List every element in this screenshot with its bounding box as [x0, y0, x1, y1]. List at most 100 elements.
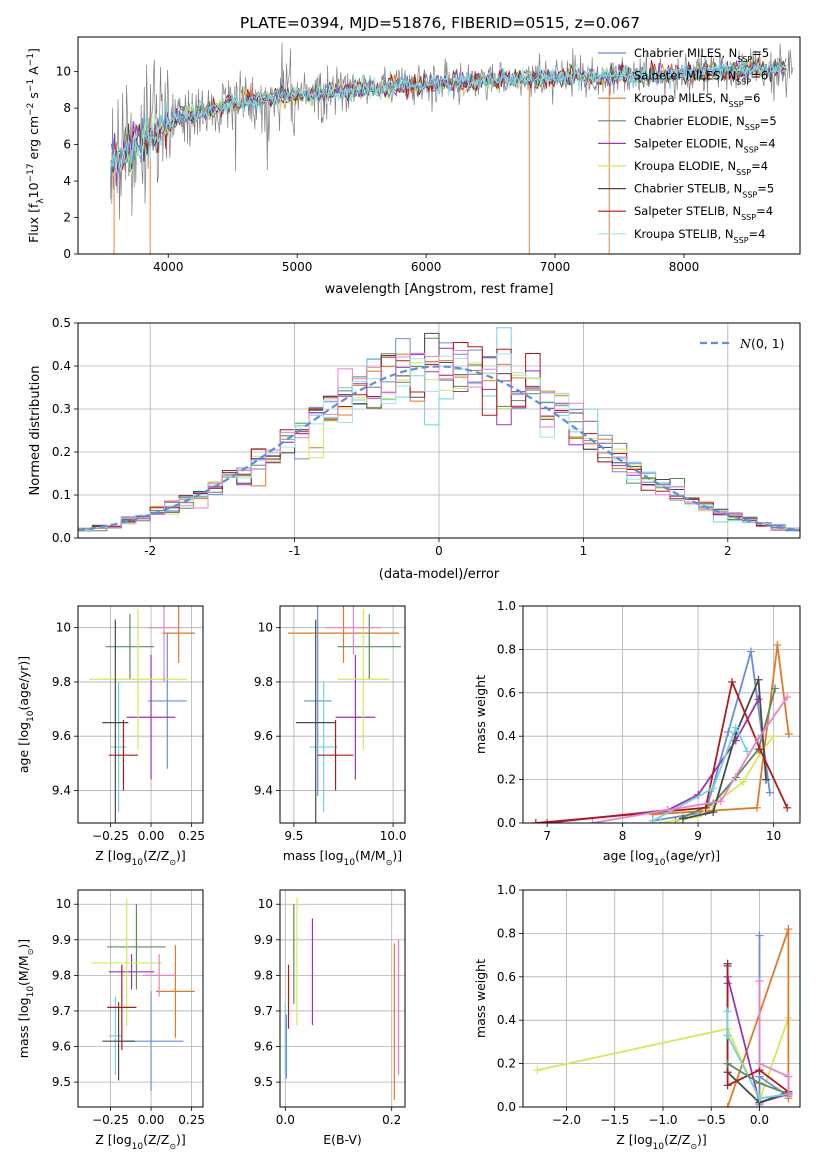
y-axis-label-part: Flux [f: [26, 203, 41, 243]
y-tick-label: 0.6: [497, 970, 516, 984]
x-axis-label-end: )]: [392, 848, 402, 863]
residual-panel: -2 -1 0 1 2 0.0 0.1 0.2 0.3 0.4 0.5 Normed distribu…: [28, 316, 801, 582]
y-tick-label: 0.0: [497, 816, 516, 830]
legend-label-main: Kroupa MILES, N: [634, 91, 729, 105]
y-axis-label-main: mass [log: [16, 997, 31, 1058]
legend-label-sub: SSP: [745, 122, 760, 131]
x-axis-label: mass [log10(M/M⊙)]: [283, 848, 402, 868]
plot-area: [287, 606, 402, 823]
x-tick-label: 1: [580, 544, 588, 558]
y-tick-label: 0.2: [497, 1057, 516, 1071]
legend-label-main: Salpeter ELODIE, N: [634, 136, 744, 150]
weight-line-pink: [758, 981, 790, 1094]
weight-marker: [783, 803, 792, 812]
y-tick-label: 0.5: [52, 316, 71, 330]
legend-label-main: Kroupa ELODIE, N: [634, 159, 736, 173]
y-tick-label: 0.3: [52, 402, 71, 416]
weight-marker: [716, 797, 725, 806]
x-axis-label-sub: 10: [132, 1142, 144, 1152]
x-tick-label: −0.25: [92, 829, 129, 843]
plot-area: [78, 327, 800, 534]
weight-marker: [755, 1059, 764, 1068]
y-tick-label: 9.7: [52, 1004, 71, 1018]
x-tick-label: −0.25: [92, 1113, 129, 1127]
x-axis-label: Z [log10(Z/Z⊙)]: [95, 848, 186, 868]
weight-line-salpeter_elodie: [726, 976, 789, 1104]
x-axis-label-end: )]: [697, 1132, 707, 1147]
x-tick-label: 0.00: [138, 829, 165, 843]
sun-symbol: ⊙: [690, 1142, 697, 1151]
x-axis-label-main: Z [log: [95, 848, 131, 863]
x-axis-label: Z [log10(Z/Z⊙)]: [95, 1132, 186, 1152]
weight-line-kroupa_elodie: [537, 1017, 790, 1103]
y-tick-label: 0.2: [497, 773, 516, 787]
weight-marker: [784, 1089, 793, 1098]
legend-label: Chabrier STELIB, NSSP=5: [634, 182, 774, 200]
plot-area: [89, 606, 195, 823]
legend-label-main: Salpeter STELIB, N: [634, 204, 741, 218]
weight-marker: [769, 732, 778, 741]
y-axis-label-part: −1: [26, 53, 36, 66]
legend-label-main: Kroupa STELIB, N: [634, 227, 734, 241]
x-tick-label: 0: [435, 544, 443, 558]
y-tick-label: 0.4: [52, 359, 71, 373]
x-tick-label: 9.5: [284, 829, 303, 843]
y-axis-label-part: −1: [26, 79, 36, 92]
legend-label-main: Chabrier ELODIE, N: [634, 114, 745, 128]
normal-curve: [78, 365, 800, 532]
weight-marker: [752, 803, 761, 812]
legend-label-sub: SSP: [734, 235, 749, 244]
y-axis-label: age [log10(age/yr)]: [16, 656, 36, 773]
weight-marker: [723, 1007, 732, 1016]
y-axis-label-sub: 10: [26, 710, 36, 722]
legend-label-sub: SSP: [742, 190, 757, 199]
y-axis-label-end: )]: [16, 939, 31, 949]
y-tick-label: 0.6: [497, 686, 516, 700]
weight-marker: [784, 925, 793, 934]
y-axis-label-sub: 10: [26, 986, 36, 998]
y-tick-label: 2: [63, 211, 71, 225]
legend-label-main: Chabrier MILES, N: [634, 46, 737, 60]
legend-label: Kroupa MILES, NSSP=6: [634, 91, 760, 109]
weight-marker: [754, 675, 763, 684]
y-axis-label-part: λ: [36, 198, 46, 204]
weight-marker: [755, 977, 764, 986]
x-tick-label: 7: [543, 829, 551, 843]
y-tick-label: 9.5: [254, 1075, 273, 1089]
legend-label: N(0, 1): [739, 336, 785, 351]
weight-marker: [783, 693, 792, 702]
y-tick-label: 10: [56, 621, 71, 635]
x-tick-label: 4000: [153, 260, 184, 274]
x-axis-label: Z [log10(Z/Z⊙)]: [616, 1132, 707, 1152]
y-axis-label-part: −17: [26, 163, 36, 182]
legend-label-main: Chabrier STELIB, N: [634, 182, 742, 196]
weight-marker: [784, 1072, 793, 1081]
legend-label-tail: (0, 1): [751, 336, 785, 351]
weight-marker: [755, 1094, 764, 1103]
legend-label: Salpeter MILES, NSSP=6: [634, 69, 768, 87]
weight-marker: [723, 1059, 732, 1068]
legend-label: Kroupa ELODIE, NSSP=4: [634, 159, 768, 177]
y-tick-label: 9.6: [52, 729, 71, 743]
weight-marker: [755, 931, 764, 940]
x-axis-label-end: )]: [176, 1132, 186, 1147]
weight-marker: [762, 775, 771, 784]
x-tick-label: 2: [724, 544, 732, 558]
x-axis-label-main: Z [log: [616, 1132, 652, 1147]
y-tick-label: 9.8: [52, 968, 71, 982]
y-tick-label: 0.8: [497, 642, 516, 656]
y-tick-label: 8: [63, 101, 71, 115]
weight-marker: [588, 819, 597, 823]
y-tick-label: 9.6: [52, 1040, 71, 1054]
weight-marker: [755, 1079, 764, 1088]
x-tick-label: 0.25: [178, 829, 205, 843]
y-tick-label: 9.4: [254, 783, 273, 797]
sun-symbol: ⊙: [169, 858, 176, 867]
y-axis-label-part: A: [26, 66, 41, 79]
legend-label-tail: =5: [752, 46, 769, 60]
legend-label: Salpeter ELODIE, NSSP=4: [634, 136, 776, 154]
y-tick-label: 0.2: [52, 445, 71, 459]
y-tick-label: 0.1: [52, 488, 71, 502]
y-axis-label-tail: (M/M: [16, 955, 31, 986]
